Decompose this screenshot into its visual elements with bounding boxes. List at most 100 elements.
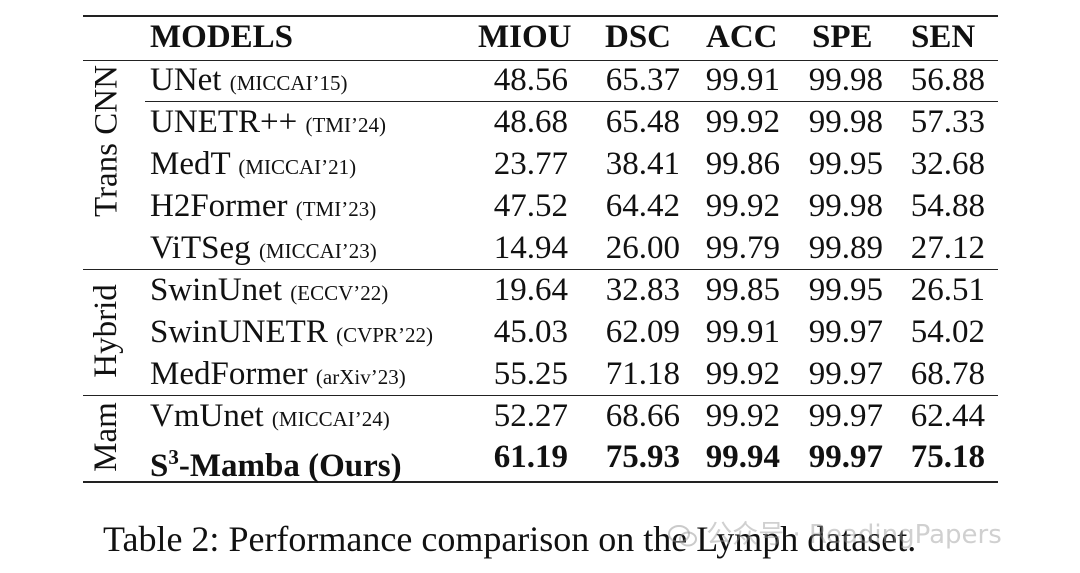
metric-cell: 65.37 [605,62,680,98]
model-name: SwinUNETR (CVPR’22) [150,312,433,355]
metric-cell: 61.19 [493,439,568,475]
model-name: UNETR++ (TMI’24) [150,102,386,145]
model-name: H2Former (TMI’23) [150,186,376,229]
metric-cell: 99.86 [705,146,780,182]
metric-cell: 57.33 [910,104,985,140]
model-name: S3-Mamba (Ours) [150,437,402,486]
metric-cell: 99.97 [808,398,883,434]
metric-cell: 99.79 [705,230,780,266]
model-venue: (MICCAI’15) [229,71,348,95]
watermark: 公众号 · ReadingPapers [668,514,1002,551]
metric-cell: 68.78 [910,356,985,392]
metric-cell: 56.88 [910,62,985,98]
model-name: MedFormer (arXiv’23) [150,354,406,397]
header-rule [83,60,998,61]
model-venue: (CVPR’22) [336,323,433,347]
metric-cell: 54.02 [910,314,985,350]
metric-cell: 55.25 [493,356,568,392]
metric-cell: 19.64 [493,272,568,308]
metric-cell: 99.98 [808,188,883,224]
metric-cell: 99.97 [808,314,883,350]
metric-cell: 99.91 [705,62,780,98]
model-label: SwinUnet [150,272,282,308]
header-spe: SPE [812,19,873,55]
model-label: VmUnet [150,398,264,434]
metric-cell: 65.48 [605,104,680,140]
model-venue: (ECCV’22) [290,281,389,305]
table-caption: Table 2: Performance comparison on the L… [103,519,917,559]
group-label-trans-cnn: Trans CNN [88,65,125,217]
metric-cell: 99.94 [705,439,780,475]
metric-cell: 71.18 [605,356,680,392]
model-name: UNet (MICCAI’15) [150,60,348,103]
model-venue: (MICCAI’24) [271,407,390,431]
metric-cell: 99.92 [705,398,780,434]
model-name: MedT (MICCAI’21) [150,144,356,187]
header-dsc: DSC [605,19,672,55]
metric-cell: 99.95 [808,146,883,182]
wechat-icon [668,524,697,546]
header-models: MODELS [150,19,294,55]
metric-cell: 62.09 [605,314,680,350]
model-label: UNet [150,62,222,98]
metric-cell: 48.56 [493,62,568,98]
metric-cell: 27.12 [910,230,985,266]
model-label: H2Former [150,188,288,224]
hybrid-mamba-rule [83,395,998,396]
metric-cell: 23.77 [493,146,568,182]
model-label: SwinUNETR [150,314,328,350]
cnn-trans-rule [145,101,998,102]
model-venue: (MICCAI’21) [238,155,357,179]
model-label: UNETR++ [150,104,298,140]
bottom-rule [83,481,998,483]
metric-cell: 47.52 [493,188,568,224]
metric-cell: 26.51 [910,272,985,308]
metric-cell: 32.83 [605,272,680,308]
metric-cell: 52.27 [493,398,568,434]
metric-cell: 64.42 [605,188,680,224]
metric-cell: 68.66 [605,398,680,434]
metric-cell: 54.88 [910,188,985,224]
model-label: MedT [150,146,231,182]
metric-cell: 99.95 [808,272,883,308]
metric-cell: 99.98 [808,104,883,140]
metric-cell: 14.94 [493,230,568,266]
model-label: ViTSeg [150,230,251,266]
metric-cell: 45.03 [493,314,568,350]
group-label-mamba: Mam [88,402,124,472]
metric-cell: 48.68 [493,104,568,140]
metric-cell: 99.85 [705,272,780,308]
header-acc: ACC [706,19,778,55]
metric-cell: 99.92 [705,188,780,224]
metric-cell: 26.00 [605,230,680,266]
model-name-suffix: -Mamba (Ours) [178,448,402,484]
metric-cell: 62.44 [910,398,985,434]
header-sen: SEN [911,19,976,55]
model-name: ViTSeg (MICCAI’23) [150,228,377,271]
metric-cell: 99.92 [705,356,780,392]
metric-cell: 75.93 [605,439,680,475]
model-venue: (arXiv’23) [315,365,406,389]
trans-hybrid-rule [83,269,998,270]
metric-cell: 75.18 [910,439,985,475]
model-name: SwinUnet (ECCV’22) [150,270,388,313]
model-name-superscript: 3 [168,445,179,469]
metric-cell: 38.41 [605,146,680,182]
metric-cell: 32.68 [910,146,985,182]
model-venue: (MICCAI’23) [258,239,377,263]
model-venue: (TMI’24) [305,113,386,137]
metric-cell: 99.98 [808,62,883,98]
model-label: MedFormer [150,356,308,392]
metric-cell: 99.89 [808,230,883,266]
watermark-text: 公众号 · ReadingPapers [706,520,1002,550]
metric-cell: 99.92 [705,104,780,140]
header-miou: MIOU [478,19,572,55]
model-venue: (TMI’23) [295,197,377,221]
metric-cell: 99.91 [705,314,780,350]
model-name: VmUnet (MICCAI’24) [150,396,390,439]
metric-cell: 99.97 [808,439,883,475]
model-name-prefix: S [150,448,169,484]
top-rule [83,15,998,17]
metric-cell: 99.97 [808,356,883,392]
group-label-hybrid: Hybrid [88,284,124,378]
